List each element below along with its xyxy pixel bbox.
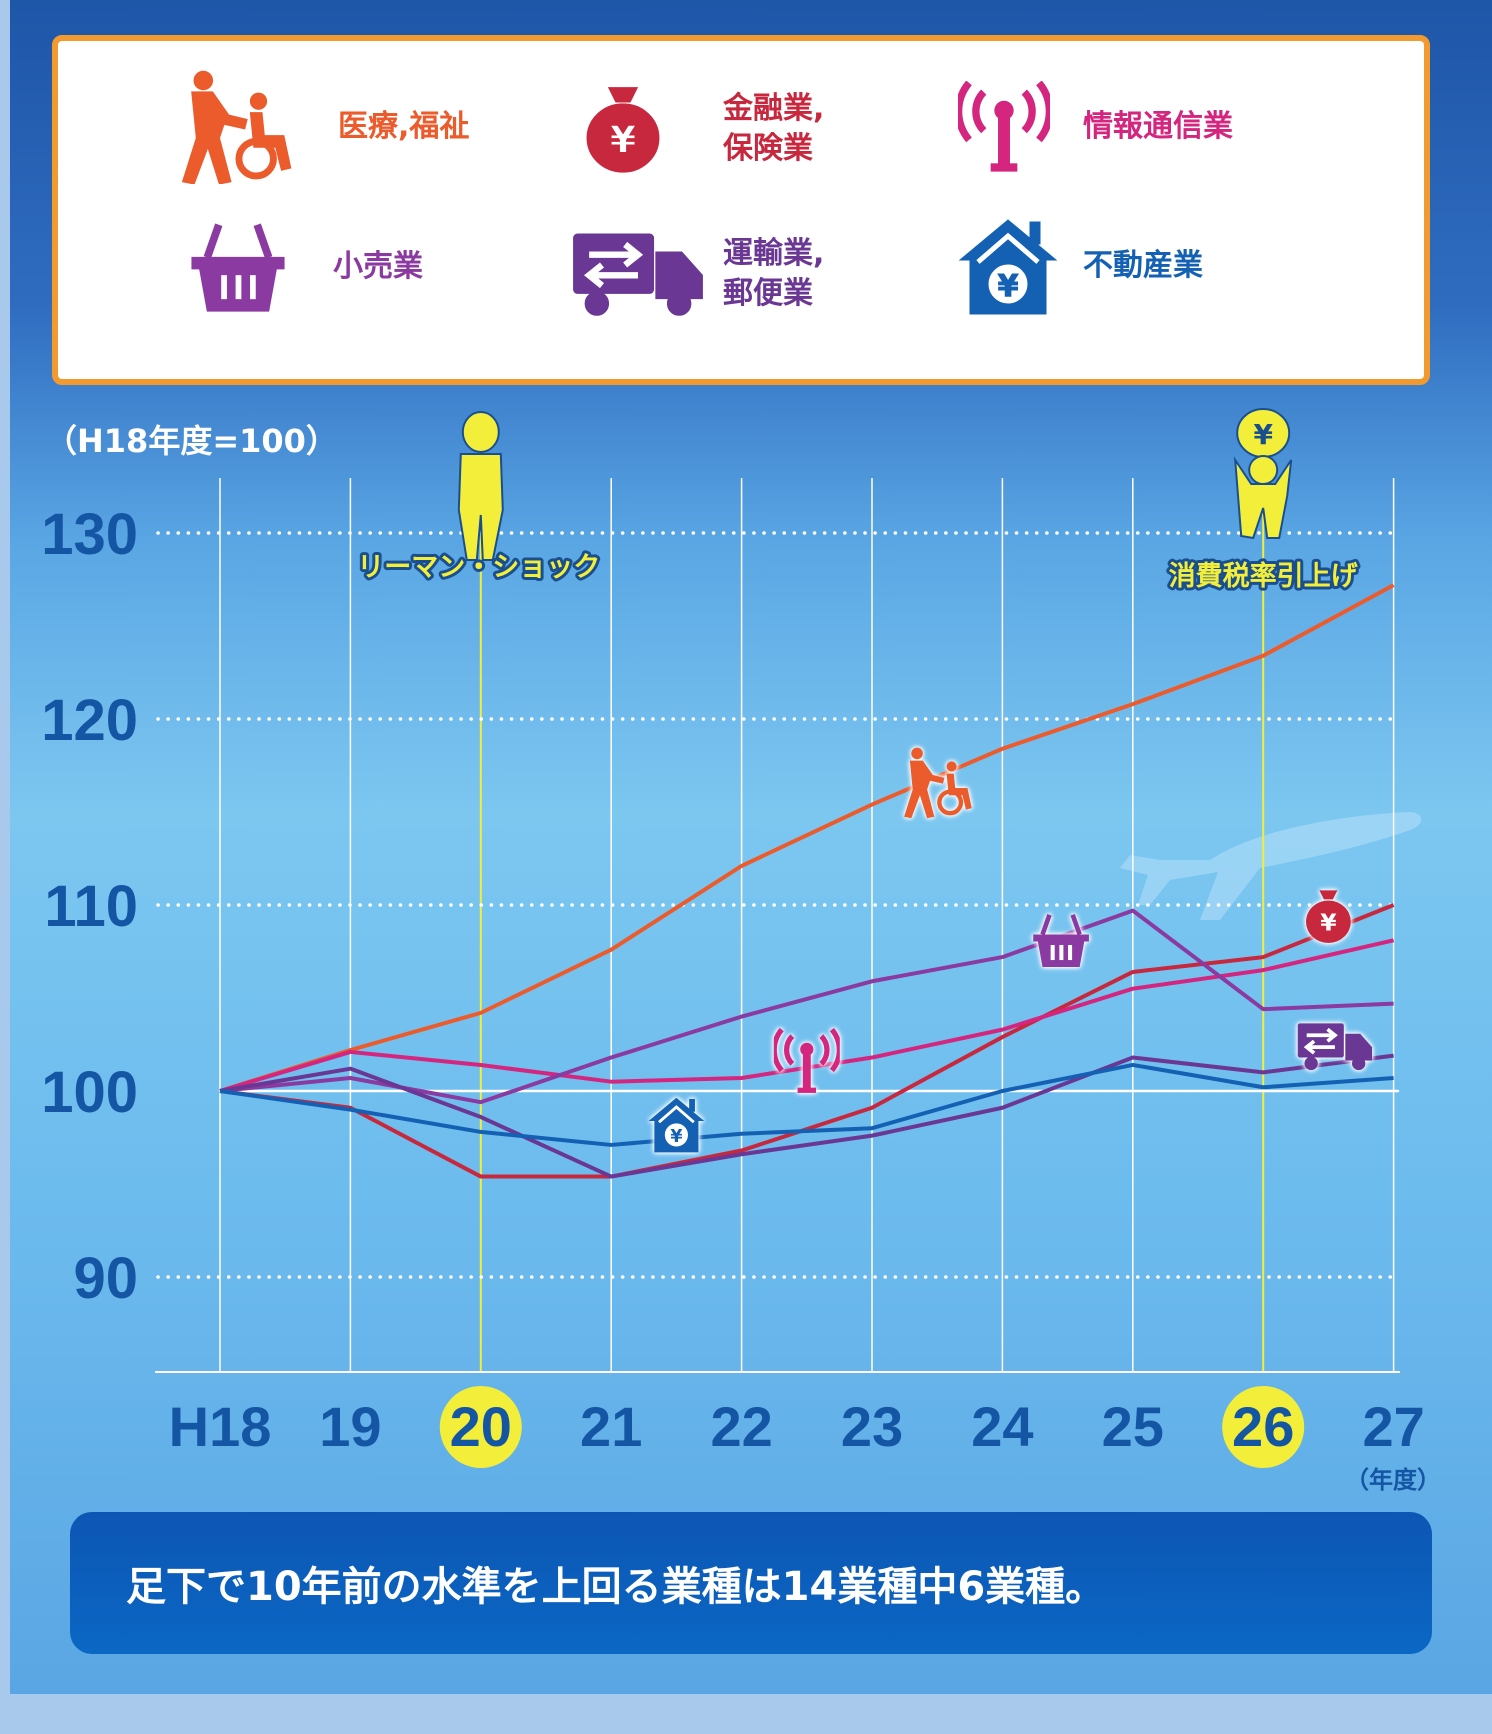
- series-line: [219, 1053, 1394, 1179]
- summary-banner: 足下で10年前の水準を上回る業種は14業種中6業種。: [70, 1512, 1432, 1654]
- shopping-basket-icon: [1033, 914, 1089, 968]
- tax-hike-label: 消費税率引上げ: [1169, 560, 1359, 592]
- lehman-shock-label: リーマン・ショック: [357, 552, 600, 583]
- x-tick-label: 27: [1362, 1395, 1424, 1458]
- distressed-person-icon: [457, 411, 504, 561]
- x-tick-label: 20: [450, 1395, 512, 1458]
- yen-house-icon: [647, 1096, 706, 1154]
- summary-text: 足下で10年前の水準を上回る業種は14業種中6業種。: [126, 1564, 1106, 1610]
- y-tick-label: 120: [41, 688, 138, 753]
- person-lifting-yen-bag-icon: ¥: [1233, 408, 1293, 540]
- x-tick-label: H18: [169, 1395, 272, 1458]
- x-tick-label: 23: [841, 1395, 903, 1458]
- x-tick-highlight: [1222, 1386, 1305, 1468]
- series-line: [219, 908, 1394, 1105]
- x-tick-label: 24: [971, 1395, 1033, 1458]
- x-tick-label: 21: [580, 1395, 642, 1458]
- caregiver-wheelchair-icon: [904, 747, 972, 819]
- y-tick-label: 100: [41, 1060, 138, 1125]
- svg-text:¥: ¥: [1253, 418, 1273, 451]
- tax-hike-label-outline: 消費税率引上げ: [1169, 560, 1359, 592]
- legend: 医療,福祉 金融業, 保険業 情報通信業小売業 運輸業, 郵便業 不動産業: [52, 35, 1430, 385]
- x-tick-label: 19: [319, 1395, 381, 1458]
- antenna-icon: [774, 1029, 840, 1093]
- series-line: [219, 1062, 1394, 1147]
- y-tick-label: 130: [41, 502, 138, 567]
- legend-label: 運輸業, 郵便業: [723, 236, 825, 311]
- x-tick-label: 22: [710, 1395, 772, 1458]
- x-axis-unit: （年度）: [1345, 1466, 1441, 1494]
- x-tick-label: 26: [1232, 1395, 1294, 1458]
- legend-label: 金融業, 保険業: [723, 91, 825, 166]
- airplane-watermark-icon: [1120, 812, 1422, 920]
- series-line: [219, 583, 1395, 1093]
- x-tick-highlight: [439, 1386, 522, 1468]
- yen-money-bag-icon: [1306, 890, 1351, 944]
- legend-label: 小売業: [333, 249, 423, 284]
- lehman-shock-label-outline: リーマン・ショック: [357, 552, 600, 583]
- y-tick-label: 90: [73, 1246, 138, 1311]
- legend-label: 医療,福祉: [338, 108, 470, 144]
- index-base-note: （H18年度=100）: [45, 422, 338, 460]
- series-line: [219, 903, 1395, 1179]
- x-tick-label: 25: [1102, 1395, 1164, 1458]
- y-tick-label: 110: [44, 874, 138, 939]
- legend-label: 不動産業: [1083, 248, 1203, 283]
- legend-label: 情報通信業: [1083, 109, 1233, 144]
